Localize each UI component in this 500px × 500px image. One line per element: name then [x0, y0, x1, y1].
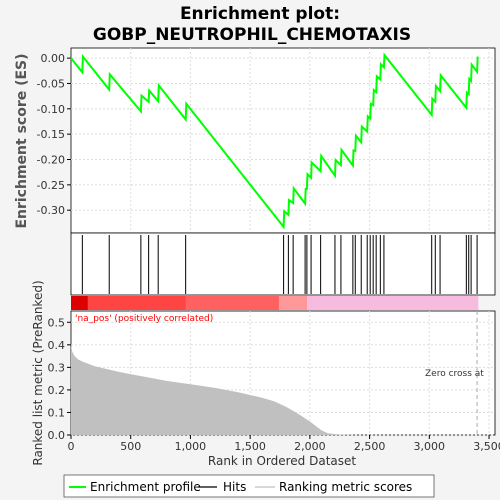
band-negative [306, 296, 479, 310]
rank-xtick-label-2: 1,000 [175, 440, 207, 453]
es-y-axis-label: Enrichment score (ES) [14, 53, 30, 228]
legend-ranking-label: Ranking metric scores [279, 480, 412, 494]
es-ytick-label-0: 0.00 [41, 52, 66, 65]
es-y-axis-ticks: 0.00 -0.05 -0.10 -0.15 -0.20 -0.25 -0.30 [37, 52, 71, 217]
rank-ytick-label-3: 0.3 [48, 361, 66, 374]
rank-ytick-label-5: 0.5 [48, 316, 66, 329]
rank-xtick-label-6: 3,000 [414, 440, 446, 453]
positive-correlation-annotation: 'na_pos' (positively correlated) [75, 314, 213, 324]
es-ytick-label-5: -0.25 [37, 179, 65, 192]
rank-xtick-label-5: 2,500 [354, 440, 386, 453]
hit-markers [81, 235, 478, 294]
ranking-metric-area [71, 344, 479, 435]
es-ytick-label-2: -0.10 [37, 103, 65, 116]
ranking-color-band [71, 296, 479, 310]
rank-xtick-label-1: 500 [120, 440, 141, 453]
es-ytick-label-4: -0.20 [37, 154, 65, 167]
band-positive-light [278, 296, 307, 310]
rank-xtick-label-0: 0 [68, 440, 75, 453]
legend-enrichment-label: Enrichment profile [90, 480, 201, 494]
es-ytick-label-6: -0.30 [37, 204, 65, 217]
rank-ytick-label-4: 0.4 [48, 339, 66, 352]
ranking-y-axis-ticks: 0.0 0.1 0.2 0.3 0.4 0.5 [48, 316, 71, 442]
es-gridlines [71, 48, 495, 233]
zero-cross-annotation: Zero cross at [425, 369, 484, 379]
chart-title-line1: Enrichment plot: [180, 4, 340, 24]
hits-panel [70, 232, 496, 296]
ranking-y-axis-label: Ranked list metric (PreRanked) [31, 280, 45, 465]
rank-xtick-label-4: 2,000 [294, 440, 326, 453]
ranking-x-axis-label: Rank in Ordered Dataset [208, 454, 356, 468]
rank-ytick-label-1: 0.1 [48, 406, 66, 419]
band-positive-mid [185, 296, 279, 310]
chart-title-line2: GOBP_NEUTROPHIL_CHEMOTAXIS [93, 25, 411, 45]
rank-xtick-label-3: 1,500 [234, 440, 266, 453]
es-ytick-label-1: -0.05 [37, 77, 65, 90]
rank-xtick-label-7: 3,500 [473, 440, 500, 453]
ranking-x-axis-ticks: 0 500 1,000 1,500 2,000 2,500 3,000 3,500 [68, 435, 500, 453]
legend-hits-label: Hits [223, 480, 246, 494]
es-plot-area [70, 47, 496, 234]
legend-box [63, 474, 435, 498]
band-positive-strong [71, 296, 88, 310]
rank-ytick-label-0: 0.0 [48, 429, 66, 442]
enrichment-profile-line [70, 52, 479, 230]
es-ytick-label-3: -0.15 [37, 128, 65, 141]
rank-ytick-label-2: 0.2 [48, 384, 66, 397]
